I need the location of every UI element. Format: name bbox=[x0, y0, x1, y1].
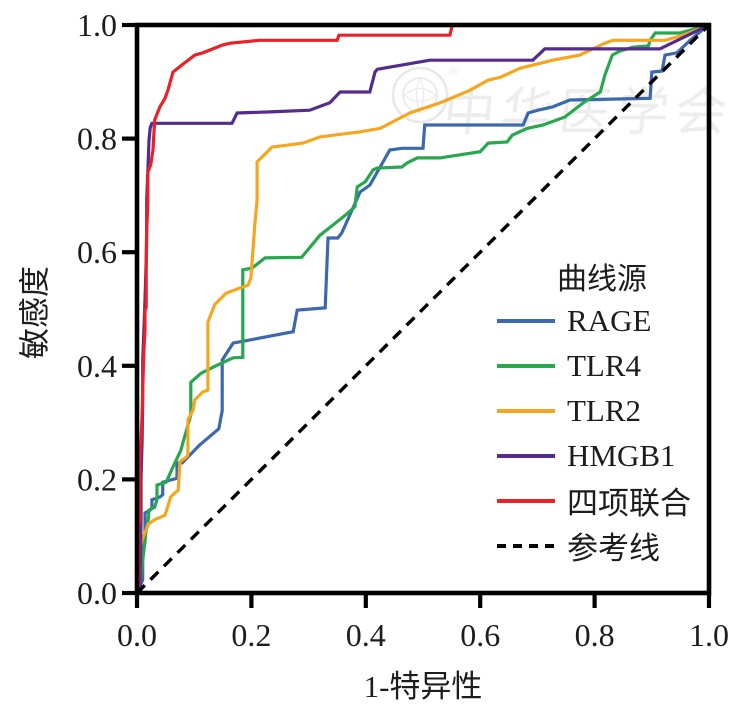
legend-label-reference: 参考线 bbox=[567, 531, 660, 566]
y-axis-tick-label: 0.4 bbox=[77, 348, 117, 384]
legend-swatch-tlr2 bbox=[497, 408, 555, 413]
plot-frame bbox=[134, 22, 712, 596]
y-axis-tick-label: 0.0 bbox=[77, 575, 117, 611]
y-axis-tick-label: 1.0 bbox=[77, 7, 117, 43]
legend-item-tlr4: TLR4 bbox=[484, 343, 730, 388]
x-axis-tick-label: 0.8 bbox=[575, 617, 615, 653]
roc-curve-四项联合 bbox=[135, 23, 709, 594]
watermark-registered-icon: ® bbox=[448, 65, 459, 80]
legend-label-tlr2: TLR2 bbox=[567, 392, 642, 428]
y-axis-tick-label: 0.6 bbox=[77, 234, 117, 270]
legend-label-hmgb1: HMGB1 bbox=[567, 437, 676, 473]
legend-swatch-combined bbox=[497, 498, 555, 503]
legend-title: 曲线源 bbox=[557, 263, 647, 296]
watermark-seal-outer-circle bbox=[391, 66, 449, 124]
legend-swatch-tlr4 bbox=[497, 363, 555, 368]
watermark: 中华医学会 ® bbox=[391, 65, 730, 142]
legend-item-rage: RAGE bbox=[484, 298, 730, 343]
x-axis-tick-label: 0.0 bbox=[117, 617, 157, 653]
legend-label-tlr4: TLR4 bbox=[567, 347, 642, 383]
legend-swatch-hmgb1 bbox=[497, 453, 555, 458]
x-axis-tick-label: 1.0 bbox=[689, 617, 729, 653]
legend-item-reference: 参考线 bbox=[484, 523, 730, 568]
y-axis-tick-label: 0.2 bbox=[77, 461, 117, 497]
roc-curve-TLR2 bbox=[135, 23, 710, 594]
y-axis-title: 敏感度 bbox=[17, 266, 53, 359]
legend-item-tlr2: TLR2 bbox=[484, 388, 730, 433]
watermark-seal-globe bbox=[402, 77, 438, 113]
legend-swatch-reference bbox=[497, 543, 555, 548]
legend: 曲线源 RAGE TLR4 TLR2 HMGB1 四项联合 参考线 bbox=[484, 262, 730, 568]
x-axis-tick-label: 0.6 bbox=[460, 617, 500, 653]
legend-item-combined: 四项联合 bbox=[484, 478, 730, 523]
legend-item-hmgb1: HMGB1 bbox=[484, 433, 730, 478]
y-axis-tick-label: 0.8 bbox=[77, 121, 117, 157]
watermark-seal-globe-lines bbox=[403, 77, 437, 113]
roc-curve-参考线 bbox=[135, 23, 711, 595]
roc-curve-TLR4 bbox=[135, 23, 710, 594]
roc-curve-RAGE bbox=[135, 23, 710, 594]
legend-label-combined: 四项联合 bbox=[567, 486, 691, 521]
watermark-text: 中华医学会 bbox=[440, 85, 730, 142]
x-axis-title: 1-特异性 bbox=[363, 669, 483, 704]
x-axis-tick-label: 0.2 bbox=[231, 617, 271, 653]
legend-swatch-rage bbox=[497, 318, 555, 323]
x-axis-tick-label: 0.4 bbox=[346, 617, 386, 653]
legend-label-rage: RAGE bbox=[567, 302, 652, 338]
